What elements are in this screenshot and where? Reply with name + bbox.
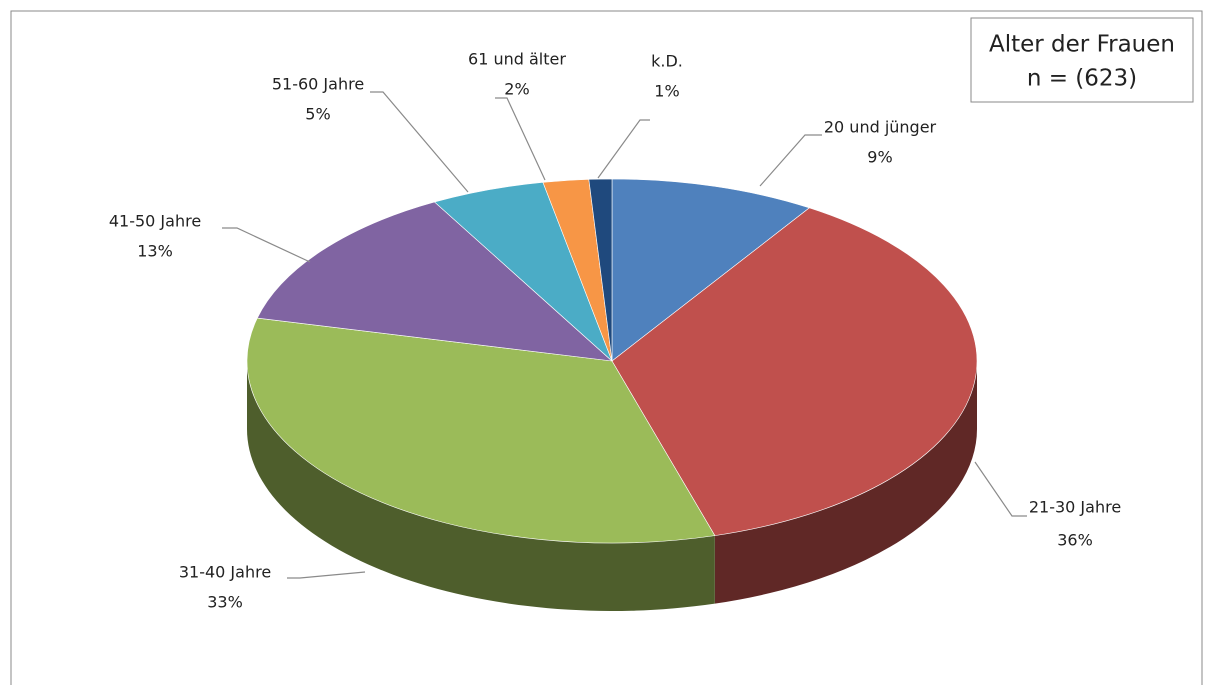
pie-slice	[246, 317, 716, 544]
pie-slice	[611, 178, 810, 362]
leader-line	[597, 119, 650, 179]
value-label: 9%	[867, 148, 892, 167]
category-label: 41-50 Jahre	[109, 212, 201, 231]
value-label: 33%	[207, 593, 243, 612]
pie-wall	[247, 361, 715, 612]
value-label: 2%	[504, 80, 529, 99]
pie-slice	[256, 201, 613, 362]
chart-subtitle: n = (623)	[1027, 66, 1137, 92]
pie-walls	[247, 361, 978, 612]
category-label: k.D.	[651, 52, 683, 71]
leader-line	[759, 134, 822, 187]
value-label: 1%	[654, 82, 679, 101]
pie-slice	[588, 178, 613, 362]
pie-tops	[246, 178, 978, 544]
value-label: 36%	[1057, 531, 1093, 550]
category-label: 61 und älter	[468, 50, 566, 69]
category-label: 20 und jünger	[824, 118, 937, 137]
pie-wall	[714, 361, 978, 604]
leader-line	[370, 91, 469, 193]
leader-line	[222, 227, 311, 263]
leader-line	[974, 461, 1027, 517]
category-label: 21-30 Jahre	[1029, 498, 1121, 517]
category-label: 51-60 Jahre	[272, 75, 364, 94]
chart-title: Alter der Frauen	[989, 32, 1175, 58]
labels: 20 und jünger 9% 21-30 Jahre 36% 31-40 Jahre…	[109, 50, 1121, 612]
category-label: 31-40 Jahre	[179, 563, 271, 582]
pie-slice	[611, 207, 978, 536]
value-label: 5%	[305, 105, 330, 124]
leader-line	[495, 97, 546, 181]
leader-line	[287, 571, 366, 579]
title-box	[970, 17, 1194, 103]
value-label: 13%	[137, 242, 173, 261]
